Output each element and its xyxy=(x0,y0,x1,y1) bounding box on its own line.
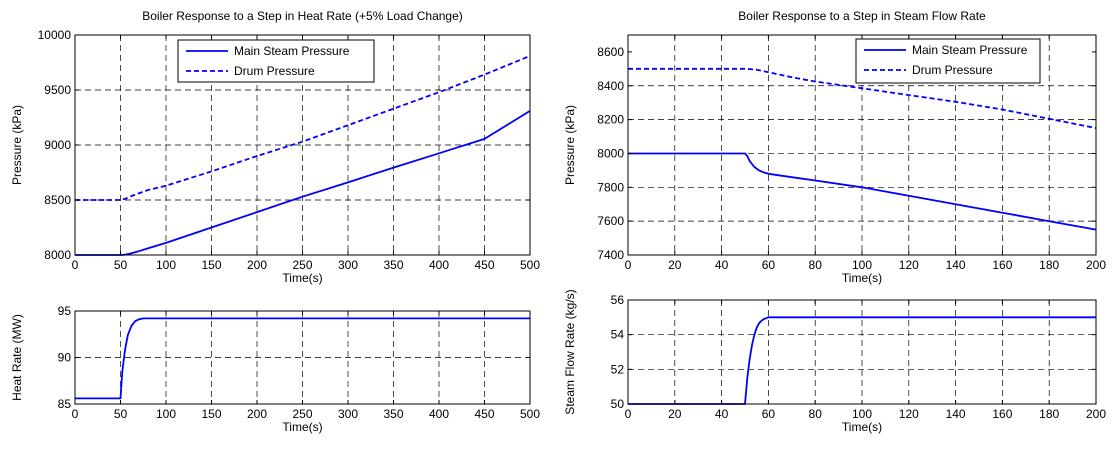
y-tick-label: 95 xyxy=(58,304,72,318)
legend: Main Steam Pressure Drum Pressure xyxy=(177,39,375,83)
x-tick-label: 250 xyxy=(292,258,312,272)
x-tick-label: 60 xyxy=(762,407,776,421)
y-tick-label: 7600 xyxy=(597,214,624,228)
y-tick-label: 8500 xyxy=(44,193,71,207)
chart-title: Boiler Response to a Step in Heat Rate (… xyxy=(142,9,463,23)
x-tick-label: 150 xyxy=(201,258,221,272)
chart-panel-4: 0 20 40 60 80 100 120 140 160 180 200 50 52 54 56 Time(… xyxy=(563,289,1106,434)
x-tick-label: 100 xyxy=(156,258,176,272)
x-tick-label: 40 xyxy=(715,407,729,421)
x-tick-label: 350 xyxy=(383,407,403,421)
x-tick-label: 50 xyxy=(114,407,128,421)
x-tick-label: 100 xyxy=(852,407,872,421)
y-axis-label: Steam Flow Rate (kg/s) xyxy=(563,289,577,414)
legend-box xyxy=(177,39,375,83)
x-tick-label: 200 xyxy=(247,407,267,421)
x-tick-label: 80 xyxy=(809,407,823,421)
series-line-1 xyxy=(75,317,530,400)
x-tick-label: 180 xyxy=(1039,407,1059,421)
x-tick-label: 140 xyxy=(946,407,966,421)
y-tick-label: 56 xyxy=(611,293,625,307)
x-axis-label: Time(s) xyxy=(842,420,882,434)
chart-title: Boiler Response to a Step in Steam Flow … xyxy=(738,9,986,23)
chart-panel-2: 0 50 100 150 200 250 300 350 400 450 500 85 90 95 Time… xyxy=(10,304,540,434)
x-tick-label: 20 xyxy=(668,258,682,272)
x-axis-label: Time(s) xyxy=(842,271,882,285)
y-tick-label: 7800 xyxy=(597,180,624,194)
x-tick-label: 0 xyxy=(625,258,632,272)
y-axis-label: Pressure (kPa) xyxy=(563,105,577,185)
legend-label-2: Drum Pressure xyxy=(234,64,315,78)
x-tick-label: 180 xyxy=(1039,258,1059,272)
x-tick-label: 100 xyxy=(852,258,872,272)
y-tick-label: 8200 xyxy=(597,113,624,127)
x-tick-label: 60 xyxy=(762,258,776,272)
x-tick-label: 500 xyxy=(520,407,540,421)
y-tick-label: 90 xyxy=(58,351,72,365)
x-tick-label: 450 xyxy=(474,407,494,421)
x-tick-label: 140 xyxy=(946,258,966,272)
x-tick-label: 450 xyxy=(474,258,494,272)
x-tick-label: 160 xyxy=(992,407,1012,421)
x-tick-label: 120 xyxy=(899,258,919,272)
y-tick-label: 50 xyxy=(611,397,625,411)
y-tick-label: 8000 xyxy=(44,248,71,262)
x-tick-label: 400 xyxy=(429,407,449,421)
x-tick-label: 150 xyxy=(201,407,221,421)
series-line-2 xyxy=(75,55,531,201)
series-line-1 xyxy=(628,152,1097,231)
x-tick-label: 400 xyxy=(429,258,449,272)
legend-label-1: Main Steam Pressure xyxy=(234,44,350,58)
x-tick-label: 300 xyxy=(338,407,358,421)
y-tick-label: 54 xyxy=(611,328,625,342)
x-axis-label: Time(s) xyxy=(282,271,322,285)
chart-panel-3: 0 20 40 60 80 100 120 140 160 180 200 7400 7600 7800 8… xyxy=(563,9,1106,285)
x-tick-label: 0 xyxy=(72,407,79,421)
legend-label-1: Main Steam Pressure xyxy=(912,43,1028,57)
chart-panel-1: 0 50 100 150 200 250 300 350 400 450 500 8000 8500 90… xyxy=(10,9,540,285)
series-line-2 xyxy=(628,67,1097,129)
legend-box xyxy=(855,38,1041,84)
x-tick-label: 200 xyxy=(1086,258,1106,272)
series-line-1 xyxy=(628,316,1096,405)
x-tick-label: 200 xyxy=(1086,407,1106,421)
x-tick-label: 50 xyxy=(114,258,128,272)
x-axis-label: Time(s) xyxy=(282,420,322,434)
x-tick-label: 160 xyxy=(992,258,1012,272)
y-tick-label: 8400 xyxy=(597,79,624,93)
series-line-1 xyxy=(75,110,531,256)
y-axis-label: Pressure (kPa) xyxy=(10,105,24,185)
x-tick-label: 350 xyxy=(383,258,403,272)
x-tick-label: 250 xyxy=(292,407,312,421)
x-tick-label: 200 xyxy=(247,258,267,272)
x-tick-label: 80 xyxy=(809,258,823,272)
x-tick-label: 120 xyxy=(899,407,919,421)
y-tick-label: 7400 xyxy=(597,248,624,262)
y-tick-label: 8600 xyxy=(597,45,624,59)
x-tick-label: 100 xyxy=(156,407,176,421)
x-tick-label: 0 xyxy=(625,407,632,421)
y-tick-label: 10000 xyxy=(38,28,72,42)
y-tick-label: 52 xyxy=(611,362,625,376)
x-tick-label: 40 xyxy=(715,258,729,272)
legend: Main Steam Pressure Drum Pressure xyxy=(855,38,1041,84)
x-tick-label: 0 xyxy=(72,258,79,272)
y-axis-label: Heat Rate (MW) xyxy=(10,314,24,401)
y-tick-label: 85 xyxy=(58,397,72,411)
legend-label-2: Drum Pressure xyxy=(912,63,993,77)
x-tick-label: 500 xyxy=(520,258,540,272)
x-tick-label: 20 xyxy=(668,407,682,421)
y-tick-label: 9000 xyxy=(44,138,71,152)
y-tick-label: 8000 xyxy=(597,146,624,160)
y-tick-label: 9500 xyxy=(44,83,71,97)
x-tick-label: 300 xyxy=(338,258,358,272)
